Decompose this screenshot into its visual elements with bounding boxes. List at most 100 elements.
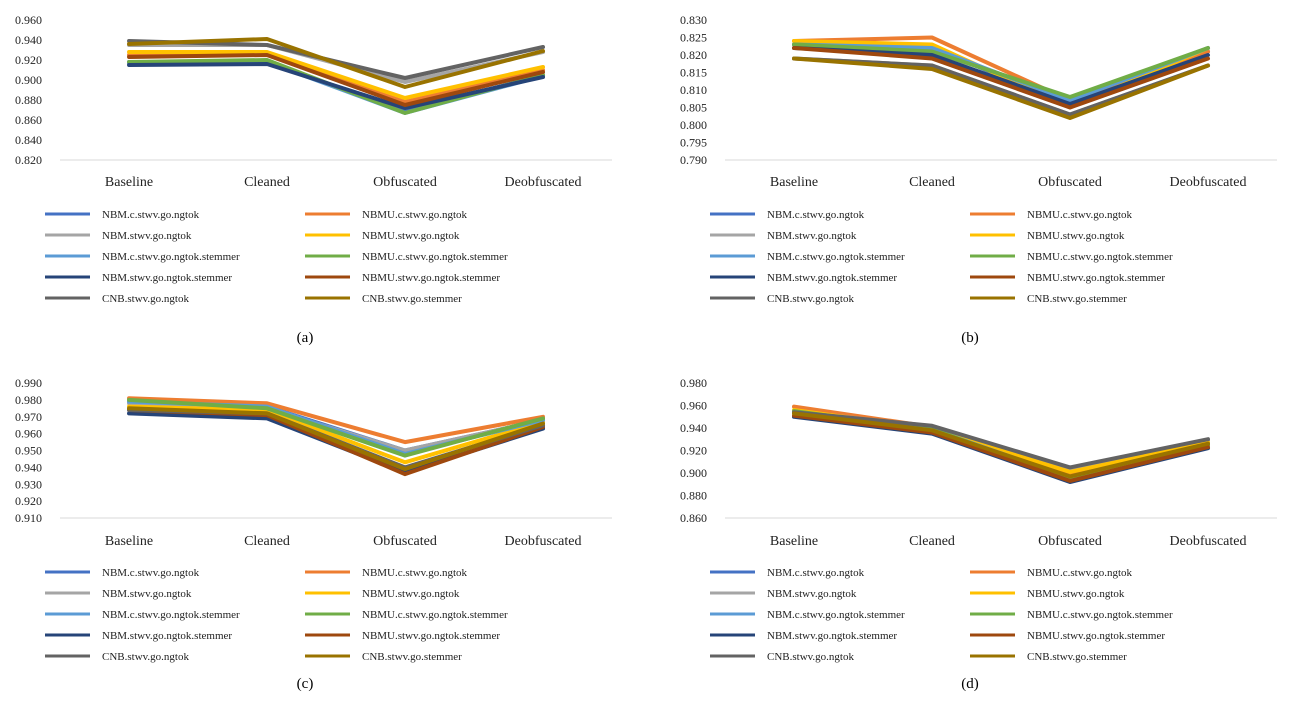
- legend-label: NBMU.c.stwv.go.ngtok.stemmer: [362, 609, 508, 621]
- chart-panel-b: 0.830 0.825 0.820 0.815 0.810 0.805 0.800 0.795…: [665, 8, 1285, 348]
- y-tick-label: 0.930: [15, 477, 42, 491]
- legend-label: NBMU.c.stwv.go.ngtok: [362, 209, 468, 221]
- y-tick-label: 0.820: [15, 153, 42, 167]
- legend-label: CNB.stwv.go.stemmer: [362, 651, 462, 663]
- x-tick-label: Baseline: [770, 534, 818, 549]
- chart-svg-c: 0.990 0.980 0.970 0.960 0.950 0.940 0.930 0.920…: [15, 376, 612, 663]
- y-tick-label: 0.960: [15, 13, 42, 27]
- x-tick-label: Obfuscated: [373, 534, 437, 549]
- y-tick-label: 0.920: [15, 494, 42, 508]
- series-line: [127, 406, 545, 472]
- legend-label: NBM.c.stwv.go.ngtok.stemmer: [102, 609, 240, 621]
- y-tick-label: 0.910: [15, 511, 42, 525]
- series-line: [792, 42, 1210, 99]
- series-line: [792, 411, 1210, 479]
- chart-caption: (c): [296, 676, 314, 692]
- y-tick-label: 0.920: [15, 53, 42, 67]
- legend-label: NBM.c.stwv.go.ngtok.stemmer: [102, 251, 240, 263]
- y-tick-label: 0.790: [680, 153, 707, 167]
- chart-panel-c: 0.990 0.980 0.970 0.960 0.950 0.940 0.930 0.920…: [0, 373, 620, 713]
- y-tick-label: 0.815: [680, 66, 707, 80]
- y-tick-label: 0.960: [680, 399, 707, 413]
- legend-label: CNB.stwv.go.ngtok: [102, 293, 189, 305]
- legend-label: NBM.c.stwv.go.ngtok: [767, 567, 865, 579]
- y-tick-label: 0.825: [680, 31, 707, 45]
- legend-label: NBMU.c.stwv.go.ngtok: [362, 567, 468, 579]
- y-tick-label: 0.860: [680, 511, 707, 525]
- legend-label: NBM.c.stwv.go.ngtok: [767, 209, 865, 221]
- legend-label: NBM.c.stwv.go.ngtok: [102, 567, 200, 579]
- legend-label: NBMU.stwv.go.ngtok: [1027, 230, 1125, 242]
- legend-label: NBM.c.stwv.go.ngtok: [102, 209, 200, 221]
- x-tick-label: Obfuscated: [373, 175, 437, 190]
- y-tick-label: 0.900: [15, 73, 42, 87]
- legend-label: CNB.stwv.go.ngtok: [102, 651, 189, 663]
- legend-label: NBMU.c.stwv.go.ngtok: [1027, 209, 1133, 221]
- x-tick-label: Baseline: [105, 175, 153, 190]
- chart-caption: (a): [296, 330, 314, 346]
- legend-label: CNB.stwv.go.ngtok: [767, 293, 854, 305]
- x-tick-label: Obfuscated: [1038, 175, 1102, 190]
- x-tick-label: Deobfuscated: [505, 175, 582, 190]
- legend-label: NBM.stwv.go.ngtok: [767, 588, 857, 600]
- legend-label: NBMU.c.stwv.go.ngtok.stemmer: [362, 251, 508, 263]
- chart-svg-b: 0.830 0.825 0.820 0.815 0.810 0.805 0.800 0.795…: [680, 13, 1277, 305]
- y-tick-label: 0.920: [680, 444, 707, 458]
- y-tick-label: 0.950: [15, 444, 42, 458]
- series-line: [792, 413, 1210, 483]
- legend-label: NBMU.c.stwv.go.ngtok.stemmer: [1027, 609, 1173, 621]
- legend-label: NBM.stwv.go.ngtok: [102, 588, 192, 600]
- legend-label: NBMU.stwv.go.ngtok: [1027, 588, 1125, 600]
- legend-label: NBM.c.stwv.go.ngtok.stemmer: [767, 251, 905, 263]
- y-tick-label: 0.940: [15, 33, 42, 47]
- legend-label: NBM.stwv.go.ngtok.stemmer: [767, 272, 897, 284]
- y-tick-label: 0.940: [680, 421, 707, 435]
- y-tick-label: 0.940: [15, 460, 42, 474]
- legend-label: NBM.stwv.go.ngtok.stemmer: [102, 272, 232, 284]
- y-tick-label: 0.970: [15, 410, 42, 424]
- series-line: [792, 56, 1210, 120]
- legend-label: NBM.stwv.go.ngtok.stemmer: [102, 630, 232, 642]
- x-tick-label: Cleaned: [244, 534, 290, 549]
- legend-label: NBMU.stwv.go.ngtok.stemmer: [1027, 272, 1165, 284]
- legend-label: CNB.stwv.go.stemmer: [1027, 293, 1127, 305]
- legend-label: NBM.stwv.go.ngtok.stemmer: [767, 630, 897, 642]
- y-tick-label: 0.990: [15, 376, 42, 390]
- x-tick-label: Cleaned: [244, 175, 290, 190]
- x-tick-label: Deobfuscated: [1170, 534, 1247, 549]
- y-tick-label: 0.980: [680, 376, 707, 390]
- x-tick-label: Baseline: [770, 175, 818, 190]
- series-line: [127, 53, 545, 107]
- chart-caption: (b): [961, 330, 979, 346]
- y-tick-label: 0.820: [680, 48, 707, 62]
- series-line: [127, 404, 545, 465]
- chart-panel-a: 0.960 0.940 0.920 0.900 0.880 0.860 0.840 0.820…: [0, 8, 620, 348]
- legend-label: NBMU.stwv.go.ngtok.stemmer: [362, 272, 500, 284]
- y-tick-label: 0.880: [15, 93, 42, 107]
- y-tick-label: 0.860: [15, 113, 42, 127]
- legend-label: NBM.c.stwv.go.ngtok.stemmer: [767, 609, 905, 621]
- legend-label: CNB.stwv.go.stemmer: [362, 293, 462, 305]
- legend-label: CNB.stwv.go.stemmer: [1027, 651, 1127, 663]
- y-tick-label: 0.880: [680, 489, 707, 503]
- legend-label: NBM.stwv.go.ngtok: [767, 230, 857, 242]
- legend-label: NBMU.stwv.go.ngtok.stemmer: [362, 630, 500, 642]
- chart-svg-d: 0.980 0.960 0.940 0.920 0.900 0.880 0.860 Basel…: [680, 376, 1277, 663]
- x-tick-label: Deobfuscated: [1170, 175, 1247, 190]
- y-tick-label: 0.800: [680, 118, 707, 132]
- series-line: [792, 46, 1210, 110]
- legend-label: NBM.stwv.go.ngtok: [102, 230, 192, 242]
- y-tick-label: 0.980: [15, 393, 42, 407]
- x-tick-label: Obfuscated: [1038, 534, 1102, 549]
- y-tick-label: 0.795: [680, 136, 707, 150]
- legend-label: NBMU.c.stwv.go.ngtok: [1027, 567, 1133, 579]
- series-line: [792, 410, 1210, 470]
- x-tick-label: Deobfuscated: [505, 534, 582, 549]
- y-tick-label: 0.900: [680, 466, 707, 480]
- chart-caption: (d): [961, 676, 979, 692]
- chart-panel-d: 0.980 0.960 0.940 0.920 0.900 0.880 0.860 Basel…: [665, 373, 1285, 713]
- series-line: [127, 397, 545, 458]
- x-tick-label: Cleaned: [909, 534, 955, 549]
- y-tick-label: 0.805: [680, 101, 707, 115]
- series-line: [127, 50, 545, 100]
